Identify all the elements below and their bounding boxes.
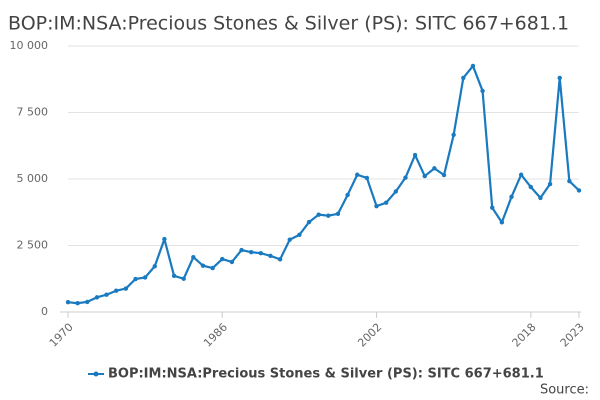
data-point	[480, 88, 485, 94]
data-point	[499, 220, 505, 225]
data-point	[403, 175, 408, 180]
data-point	[268, 253, 273, 259]
legend-label: BOP:IM:NSA:Precious Stones & Silver (PS)…	[108, 367, 544, 382]
data-point	[200, 263, 206, 268]
data-point	[75, 301, 80, 306]
data-point	[470, 63, 476, 69]
y-tick-label: 10 000	[10, 39, 49, 52]
x-tick-label: 2002	[355, 321, 384, 350]
data-point	[422, 173, 427, 179]
source-note: Source:	[540, 383, 589, 398]
data-point	[142, 275, 148, 280]
data-point	[229, 259, 235, 265]
data-point	[374, 203, 379, 209]
data-point	[432, 166, 437, 171]
data-point	[65, 299, 71, 305]
data-point	[220, 256, 225, 262]
data-point	[345, 192, 350, 198]
data-point	[104, 292, 109, 297]
data-point	[152, 264, 157, 269]
data-point	[258, 251, 264, 256]
data-point	[85, 299, 90, 305]
data-point	[509, 194, 514, 200]
data-point	[297, 232, 302, 238]
data-point	[383, 200, 389, 205]
data-point	[316, 212, 321, 217]
y-tick-label: 5 000	[17, 172, 49, 185]
data-point	[210, 265, 215, 271]
data-point	[557, 75, 562, 81]
data-point	[576, 188, 582, 193]
data-point	[547, 181, 553, 187]
data-point	[490, 205, 495, 210]
data-point	[306, 219, 312, 225]
chart-title: BOP:IM:NSA:Precious Stones & Silver (PS)…	[8, 13, 569, 35]
data-point	[114, 288, 119, 293]
y-tick-label: 2 500	[17, 239, 49, 252]
data-point	[335, 211, 341, 217]
x-tick-label: 1970	[47, 321, 76, 350]
data-point	[412, 152, 418, 158]
data-point	[355, 172, 360, 177]
data-point	[248, 249, 254, 255]
y-tick-label: 0	[41, 305, 48, 318]
data-point	[181, 276, 186, 281]
x-tick-label: 2023	[558, 321, 587, 350]
series-line	[67, 64, 580, 305]
x-tick-label: 1986	[201, 321, 230, 350]
data-point	[191, 255, 196, 260]
legend-marker	[93, 371, 99, 377]
data-point	[538, 195, 543, 201]
data-point	[326, 213, 331, 218]
data-point	[567, 178, 572, 184]
data-point	[528, 184, 533, 190]
data-point	[277, 257, 283, 262]
data-point	[393, 189, 399, 194]
data-point	[133, 276, 138, 282]
y-tick-label: 7 500	[17, 106, 49, 119]
data-point	[162, 236, 167, 242]
data-point	[123, 286, 129, 291]
data-point	[518, 172, 524, 177]
data-point	[441, 172, 447, 178]
data-point	[451, 132, 456, 138]
data-point	[171, 273, 177, 279]
data-point	[461, 75, 466, 81]
x-tick-label: 2018	[510, 321, 539, 350]
data-point	[94, 295, 100, 300]
data-point	[239, 247, 244, 253]
data-point	[287, 237, 292, 242]
data-point	[364, 175, 370, 181]
